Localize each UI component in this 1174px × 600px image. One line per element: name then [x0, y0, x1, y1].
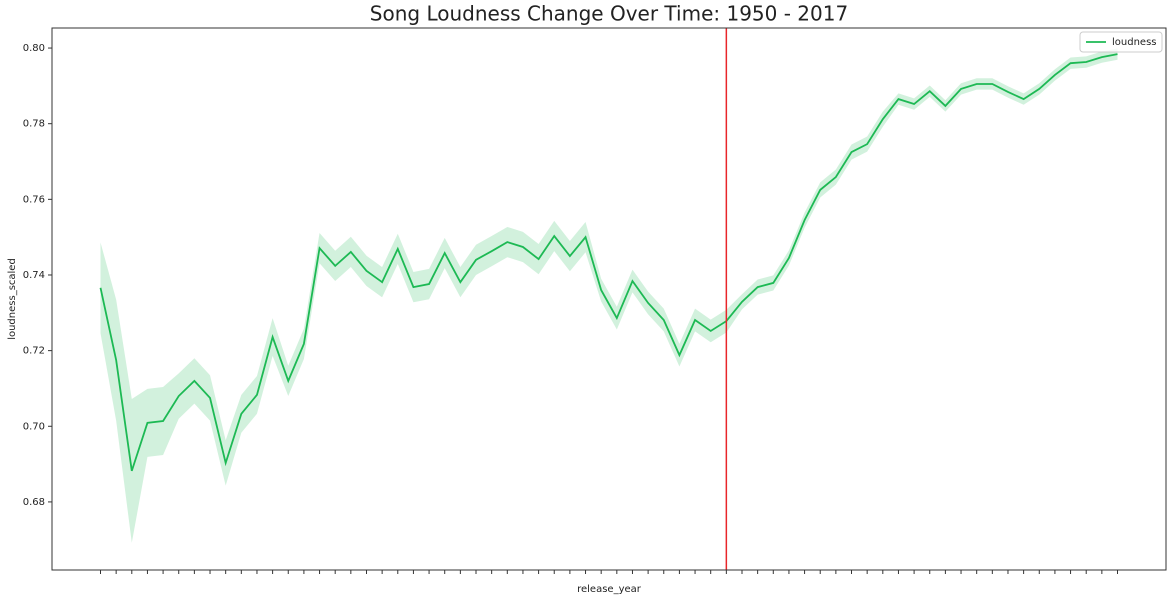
- line: [99, 53, 1118, 472]
- y-tick-label: 0.78: [23, 119, 45, 130]
- plot-frame: [51, 27, 1167, 571]
- x-axis-label: release_year: [577, 584, 642, 595]
- y-tick-label: 0.72: [23, 346, 45, 357]
- legend-label: loudness: [1112, 37, 1157, 48]
- legend-box: [1079, 31, 1163, 53]
- y-tick-label: 0.68: [23, 497, 45, 508]
- y-tick-label: 0.70: [23, 421, 45, 432]
- y-tick-label: 0.80: [23, 43, 45, 54]
- y-tick-label: 0.76: [23, 194, 45, 205]
- y-axis-label: loudness_scaled: [7, 258, 18, 340]
- y-tick-label: 0.74: [23, 270, 45, 281]
- chart-title: Song Loudness Change Over Time: 1950 - 2…: [370, 2, 848, 26]
- confidence-band: [100, 48, 1118, 543]
